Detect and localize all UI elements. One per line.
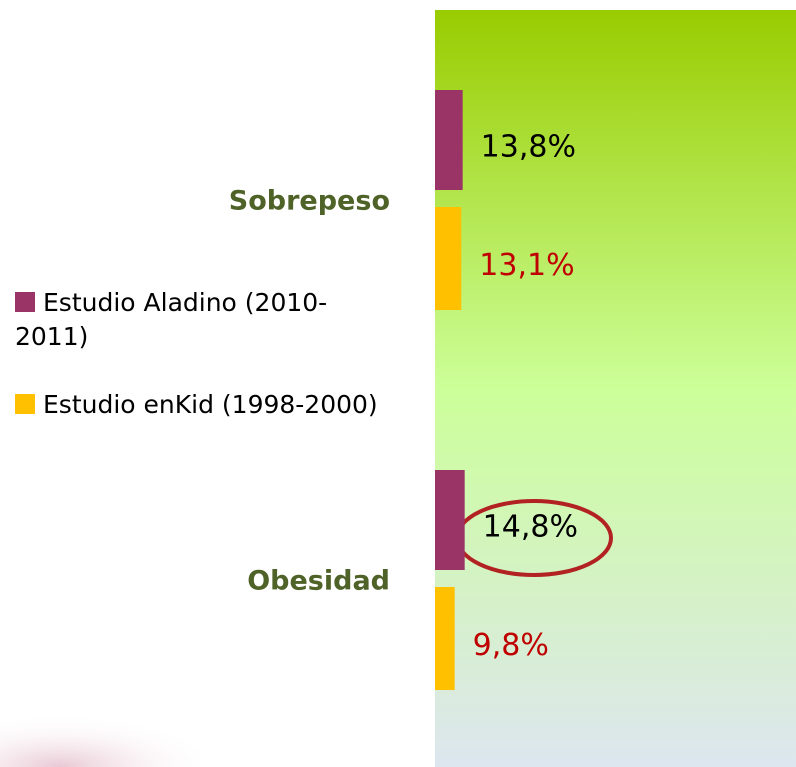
category-label: Sobrepeso xyxy=(229,186,390,217)
category-label: Obesidad xyxy=(247,566,390,597)
legend-entry: Estudio enKid (1998-2000) xyxy=(15,388,395,422)
bar xyxy=(435,207,462,310)
value-label: 13,1% xyxy=(479,248,574,283)
bar xyxy=(435,470,465,570)
bar xyxy=(435,90,463,190)
value-label: 13,8% xyxy=(481,130,576,165)
legend-swatch xyxy=(15,394,35,414)
legend-swatch xyxy=(15,292,35,312)
legend-label: Estudio enKid (1998-2000) xyxy=(43,390,378,419)
legend-label: Estudio Aladino (2010-2011) xyxy=(15,288,328,351)
value-label: 9,8% xyxy=(473,628,549,663)
value-label: 14,8% xyxy=(483,510,578,545)
bar xyxy=(435,587,455,690)
decoration xyxy=(0,700,200,767)
plot-area xyxy=(435,10,796,767)
legend-entry: Estudio Aladino (2010-2011) xyxy=(15,286,395,354)
